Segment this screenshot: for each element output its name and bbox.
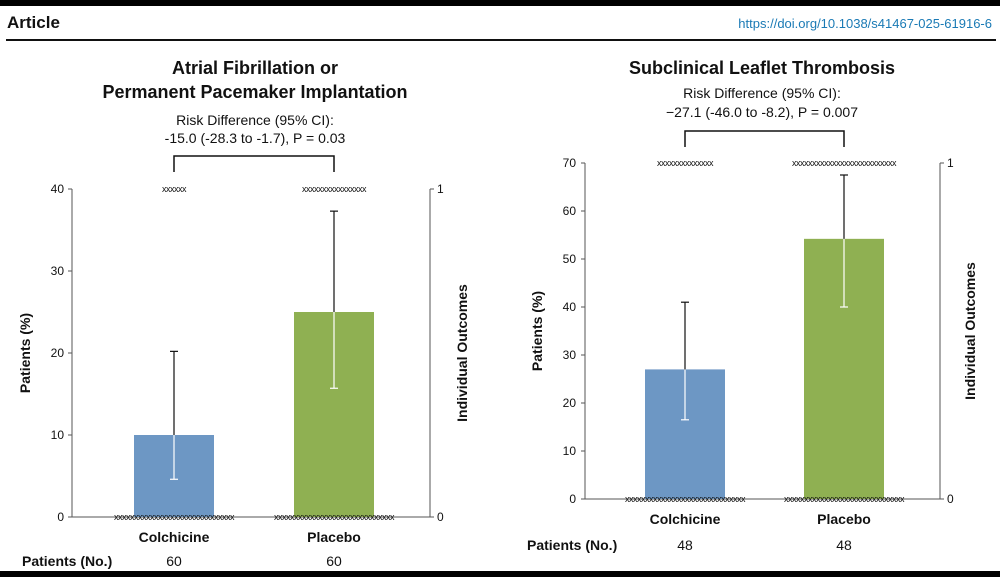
article-label: Article [7, 13, 60, 32]
patients-count: 48 [836, 537, 852, 553]
y-tick-label: 40 [51, 182, 65, 196]
outcome-markers-no-events: xxxxxxxxxxxxxxxxxxxxxxxxxxxxxx [784, 494, 905, 504]
category-label: Placebo [307, 529, 361, 545]
doi-link[interactable]: https://doi.org/10.1038/s41467-025-61916… [738, 16, 992, 31]
y2-tick-label: 1 [947, 156, 954, 170]
chart-title-line: Atrial Fibrillation or [172, 58, 338, 78]
y-tick-label: 20 [51, 346, 65, 360]
category-label: Colchicine [650, 511, 721, 527]
y-tick-label: 10 [51, 428, 65, 442]
y-axis-title: Patients (%) [17, 313, 33, 393]
y-tick-label: 10 [563, 444, 577, 458]
risk-difference-annotation: Risk Difference (95% CI): [176, 112, 334, 128]
header-rule [6, 39, 996, 41]
y2-axis-title: Individual Outcomes [962, 262, 978, 400]
y2-tick-label: 1 [437, 182, 444, 196]
y2-axis-title: Individual Outcomes [454, 284, 470, 422]
outcome-markers-no-events: xxxxxxxxxxxxxxxxxxxxxxxxxxxxxx [114, 512, 235, 522]
comparison-bracket [684, 130, 845, 147]
chart-title-line: Permanent Pacemaker Implantation [102, 82, 407, 102]
y-tick-label: 50 [563, 252, 577, 266]
y-tick-label: 0 [569, 492, 576, 506]
patients-count: 48 [677, 537, 693, 553]
top-border [0, 0, 1000, 6]
y2-tick-label: 0 [947, 492, 954, 506]
y-tick-label: 30 [563, 348, 577, 362]
outcome-markers-events: xxxxxx [162, 184, 187, 194]
y-tick-label: 30 [51, 264, 65, 278]
y-axis-title: Patients (%) [529, 291, 545, 371]
risk-difference-annotation: -15.0 (-28.3 to -1.7), P = 0.03 [165, 130, 346, 146]
risk-difference-annotation: −27.1 (-46.0 to -8.2), P = 0.007 [666, 104, 858, 120]
category-label: Placebo [817, 511, 871, 527]
outcome-markers-events: xxxxxxxxxxxxxxxxxxxxxxxxxx [792, 158, 897, 168]
outcome-markers-events: xxxxxxxxxxxxxx [657, 158, 714, 168]
risk-difference-annotation: Risk Difference (95% CI): [683, 85, 841, 101]
y-tick-label: 0 [57, 510, 64, 524]
chart-title-line: Subclinical Leaflet Thrombosis [629, 58, 895, 78]
patients-row-label: Patients (No.) [527, 537, 617, 553]
outcome-markers-no-events: xxxxxxxxxxxxxxxxxxxxxxxxxxxxxx [274, 512, 395, 522]
patients-count: 60 [166, 553, 182, 569]
category-label: Colchicine [139, 529, 210, 545]
y2-tick-label: 0 [437, 510, 444, 524]
y-tick-label: 40 [563, 300, 577, 314]
y-tick-label: 70 [563, 156, 577, 170]
comparison-bracket [173, 155, 335, 172]
y-tick-label: 20 [563, 396, 577, 410]
patients-count: 60 [326, 553, 342, 569]
y-tick-label: 60 [563, 204, 577, 218]
outcome-markers-events: xxxxxxxxxxxxxxxx [302, 184, 367, 194]
patients-row-label: Patients (No.) [22, 553, 112, 569]
outcome-markers-no-events: xxxxxxxxxxxxxxxxxxxxxxxxxxxxxx [625, 494, 746, 504]
bottom-border [0, 571, 1000, 577]
